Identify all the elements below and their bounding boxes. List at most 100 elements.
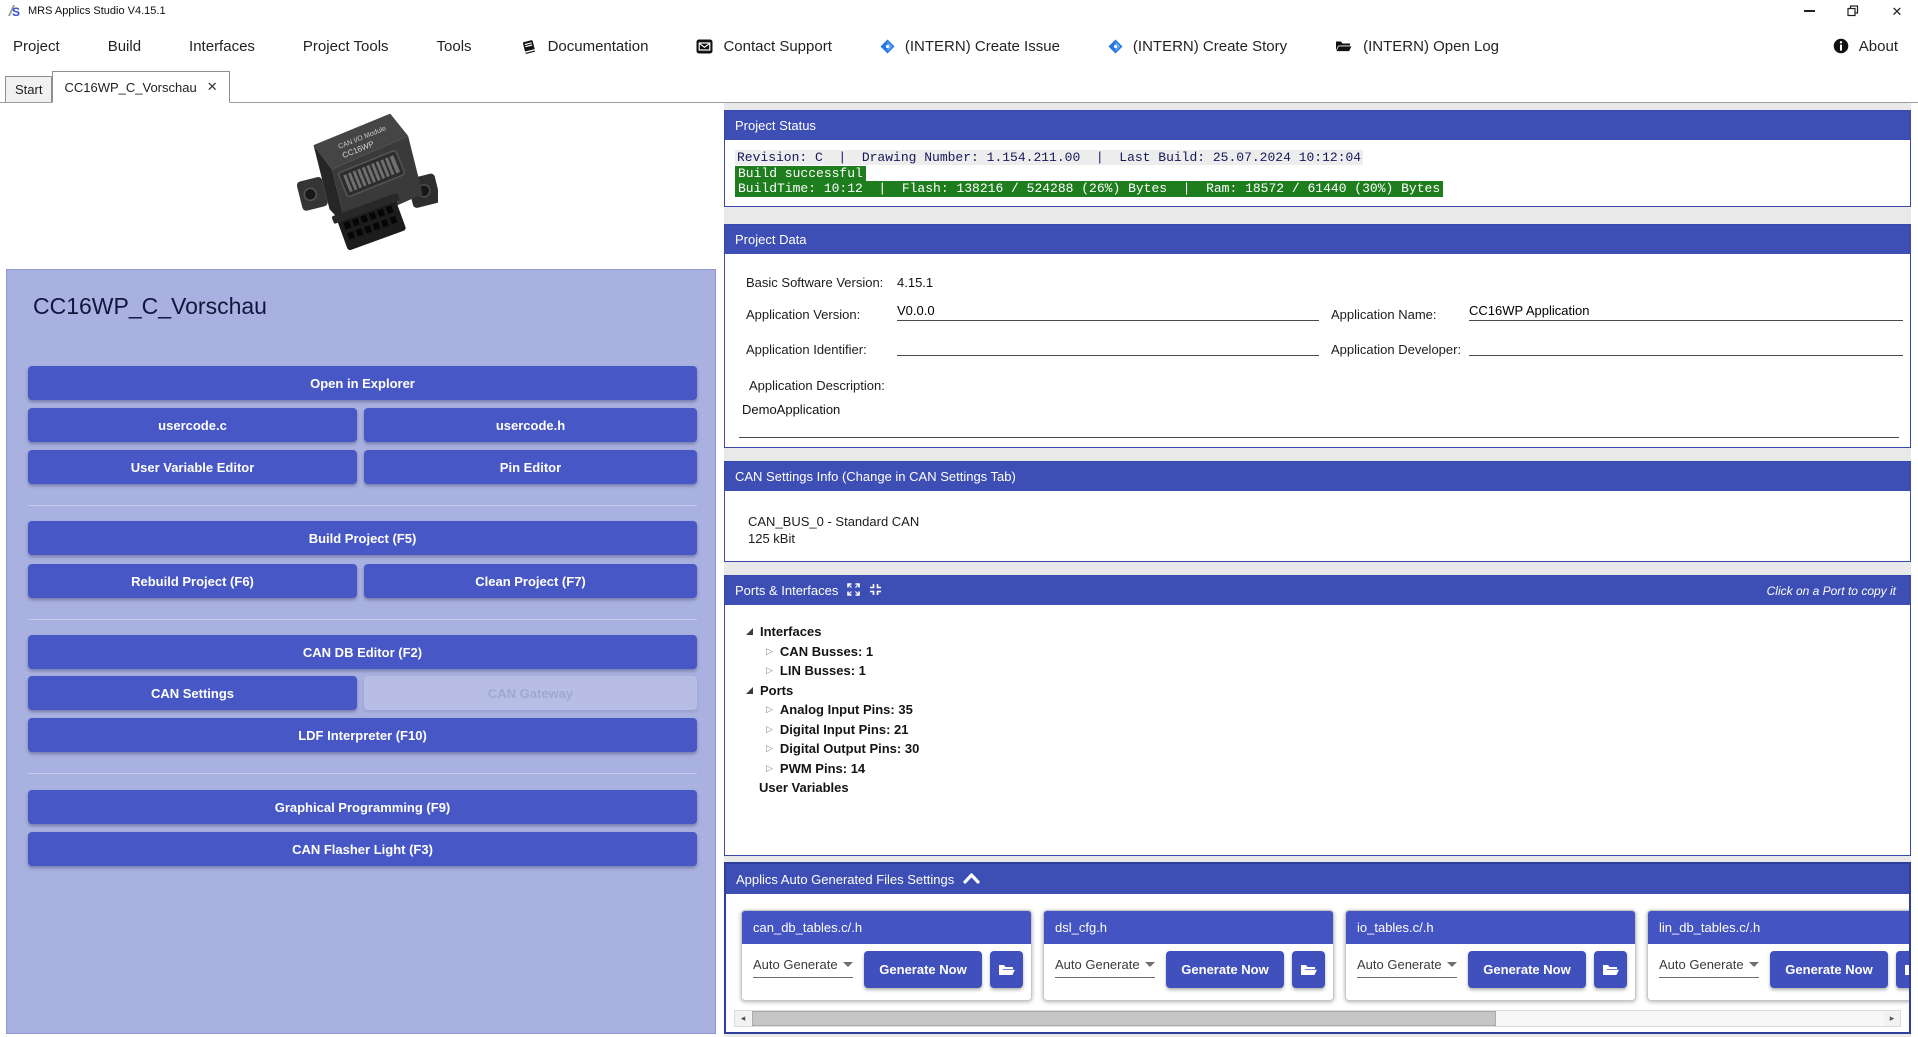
open-folder-icon [998,964,1015,975]
application-description-underline [739,437,1899,438]
open-file-folder-button[interactable] [1292,951,1325,988]
tree-node-digital-input[interactable]: ▷ Digital Input Pins: 21 [766,720,1910,740]
project-title: CC16WP_C_Vorschau [33,293,267,319]
tree-node-can-busses-label: CAN Busses: 1 [779,643,874,659]
tree-node-lin-busses[interactable]: ▷ LIN Busses: 1 [766,661,1910,681]
basic-software-version-label: Basic Software Version: [746,275,884,290]
collapsed-triangle-icon: ▷ [766,704,773,715]
collapsed-triangle-icon: ▷ [766,743,773,754]
application-developer-field[interactable] [1469,336,1903,356]
tree-node-pwm[interactable]: ▷ PWM Pins: 14 [766,759,1910,779]
menu-item-project-tools[interactable]: Project Tools [302,37,389,55]
tree-node-user-variables[interactable]: User Variables [746,778,1910,798]
ldf-interpreter-button[interactable]: LDF Interpreter (F10) [28,718,697,752]
project-data-body: Basic Software Version: 4.15.1 Applicati… [725,254,1910,447]
menu-item-documentation[interactable]: Documentation [496,22,673,70]
application-identifier-field[interactable] [897,336,1319,356]
tree-node-can-busses[interactable]: ▷ CAN Busses: 1 [766,642,1910,662]
graphical-programming-button[interactable]: Graphical Programming (F9) [28,790,697,824]
menu-item-contact-support[interactable]: Contact Support [672,22,855,70]
scroll-left-arrow[interactable]: ◂ [735,1011,751,1026]
divider [28,619,697,620]
can-settings-info-header: CAN Settings Info (Change in CAN Setting… [725,462,1910,491]
open-file-folder-button[interactable] [1594,951,1627,988]
menu-item-about[interactable]: About [1809,22,1918,70]
application-name-field[interactable] [1469,301,1903,321]
menu-item-project[interactable]: Project [13,37,60,55]
status-info-line: Revision: C | Drawing Number: 1.154.211.… [735,150,1364,165]
generate-now-button[interactable]: Generate Now [1770,951,1888,988]
usercode-h-button[interactable]: usercode.h [364,408,697,442]
horizontal-scrollbar[interactable]: ◂ ▸ [734,1010,1901,1027]
tree-node-user-variables-label: User Variables [759,780,849,796]
application-description-value[interactable]: DemoApplication [742,402,841,417]
open-file-folder-button[interactable] [1896,951,1909,988]
open-file-folder-button[interactable] [990,951,1023,988]
divider [28,505,697,506]
usercode-c-button[interactable]: usercode.c [28,408,357,442]
menu-item-create-issue-label: (INTERN) Create Issue [904,37,1060,55]
collapse-all-icon[interactable] [869,583,882,599]
application-version-field[interactable] [897,301,1319,321]
product-image: CAN I/O Module CC16WP [296,113,438,251]
tree-node-ports-label: Ports [760,682,794,698]
menu-item-about-label: About [1858,37,1898,55]
menu-item-contact-support-label: Contact Support [723,37,832,55]
menu-item-tools[interactable]: Tools [436,37,472,55]
can-db-editor-button[interactable]: CAN DB Editor (F2) [28,635,697,669]
generate-now-button[interactable]: Generate Now [1166,951,1284,988]
can-settings-button[interactable]: CAN Settings [28,676,357,710]
clean-project-button[interactable]: Clean Project (F7) [364,564,697,598]
close-icon: ✕ [1891,3,1903,19]
can-bus-speed: 125 kBit [748,531,795,546]
project-data-header: Project Data [725,225,1910,254]
tab-start[interactable]: Start [5,76,53,102]
tree-node-interfaces[interactable]: Interfaces [746,622,1910,642]
tree-node-ports[interactable]: Ports [746,681,1910,701]
can-flasher-light-button[interactable]: CAN Flasher Light (F3) [28,832,697,866]
ports-interfaces-header: Ports & Interfaces Click on a Port to co… [725,576,1910,605]
file-card-title: can_db_tables.c/.h [742,911,1031,944]
auto-generate-select[interactable]: Auto Generate [753,957,853,978]
menu-item-build[interactable]: Build [107,37,142,55]
tree-node-digital-input-label: Digital Input Pins: 21 [779,721,909,737]
window-title: MRS Applics Studio V4.15.1 [28,5,166,17]
open-folder-icon [1300,964,1317,975]
envelope-icon [696,39,713,54]
open-in-explorer-button[interactable]: Open in Explorer [28,366,697,400]
scrollbar-thumb[interactable] [752,1011,1496,1026]
tree-node-analog-input[interactable]: ▷ Analog Input Pins: 35 [766,700,1910,720]
restore-button[interactable] [1846,4,1860,18]
can-settings-info-title: CAN Settings Info (Change in CAN Setting… [735,469,1016,484]
create-story-diamond-icon [1108,39,1123,54]
auto-generate-select[interactable]: Auto Generate [1357,957,1457,978]
close-button[interactable]: ✕ [1890,4,1904,18]
app-logo-icon: S [7,4,22,19]
menu-item-interfaces[interactable]: Interfaces [189,37,255,55]
collapsed-triangle-icon: ▷ [766,645,773,656]
menu-item-create-issue[interactable]: (INTERN) Create Issue [856,22,1084,70]
menu-item-open-log[interactable]: (INTERN) Open Log [1311,22,1523,70]
file-card-io-tables: io_tables.c/.h Auto Generate Generate No… [1345,910,1636,1001]
restore-icon [1847,5,1859,17]
applics-files-panel: Applics Auto Generated Files Settings ca… [724,862,1911,1034]
generate-now-button[interactable]: Generate Now [1468,951,1586,988]
build-project-button[interactable]: Build Project (F5) [28,521,697,555]
ports-interfaces-title: Ports & Interfaces [735,583,839,598]
tab-project[interactable]: CC16WP_C_Vorschau ✕ [52,71,230,103]
chevron-up-icon[interactable] [963,872,980,887]
pin-editor-button[interactable]: Pin Editor [364,450,697,484]
generate-now-button[interactable]: Generate Now [864,951,982,988]
rebuild-project-button[interactable]: Rebuild Project (F6) [28,564,357,598]
menu-item-create-story[interactable]: (INTERN) Create Story [1084,22,1311,70]
caret-down-icon [843,962,853,967]
user-variable-editor-button[interactable]: User Variable Editor [28,450,357,484]
right-column: Project Status Revision: C | Drawing Num… [724,103,1911,1037]
expand-all-icon[interactable] [847,582,861,599]
scroll-right-arrow[interactable]: ▸ [1884,1011,1900,1026]
auto-generate-select[interactable]: Auto Generate [1055,957,1155,978]
tab-close-icon[interactable]: ✕ [206,79,218,94]
tree-node-digital-output[interactable]: ▷ Digital Output Pins: 30 [766,739,1910,759]
minimize-button[interactable] [1802,4,1816,18]
auto-generate-select[interactable]: Auto Generate [1659,957,1759,978]
